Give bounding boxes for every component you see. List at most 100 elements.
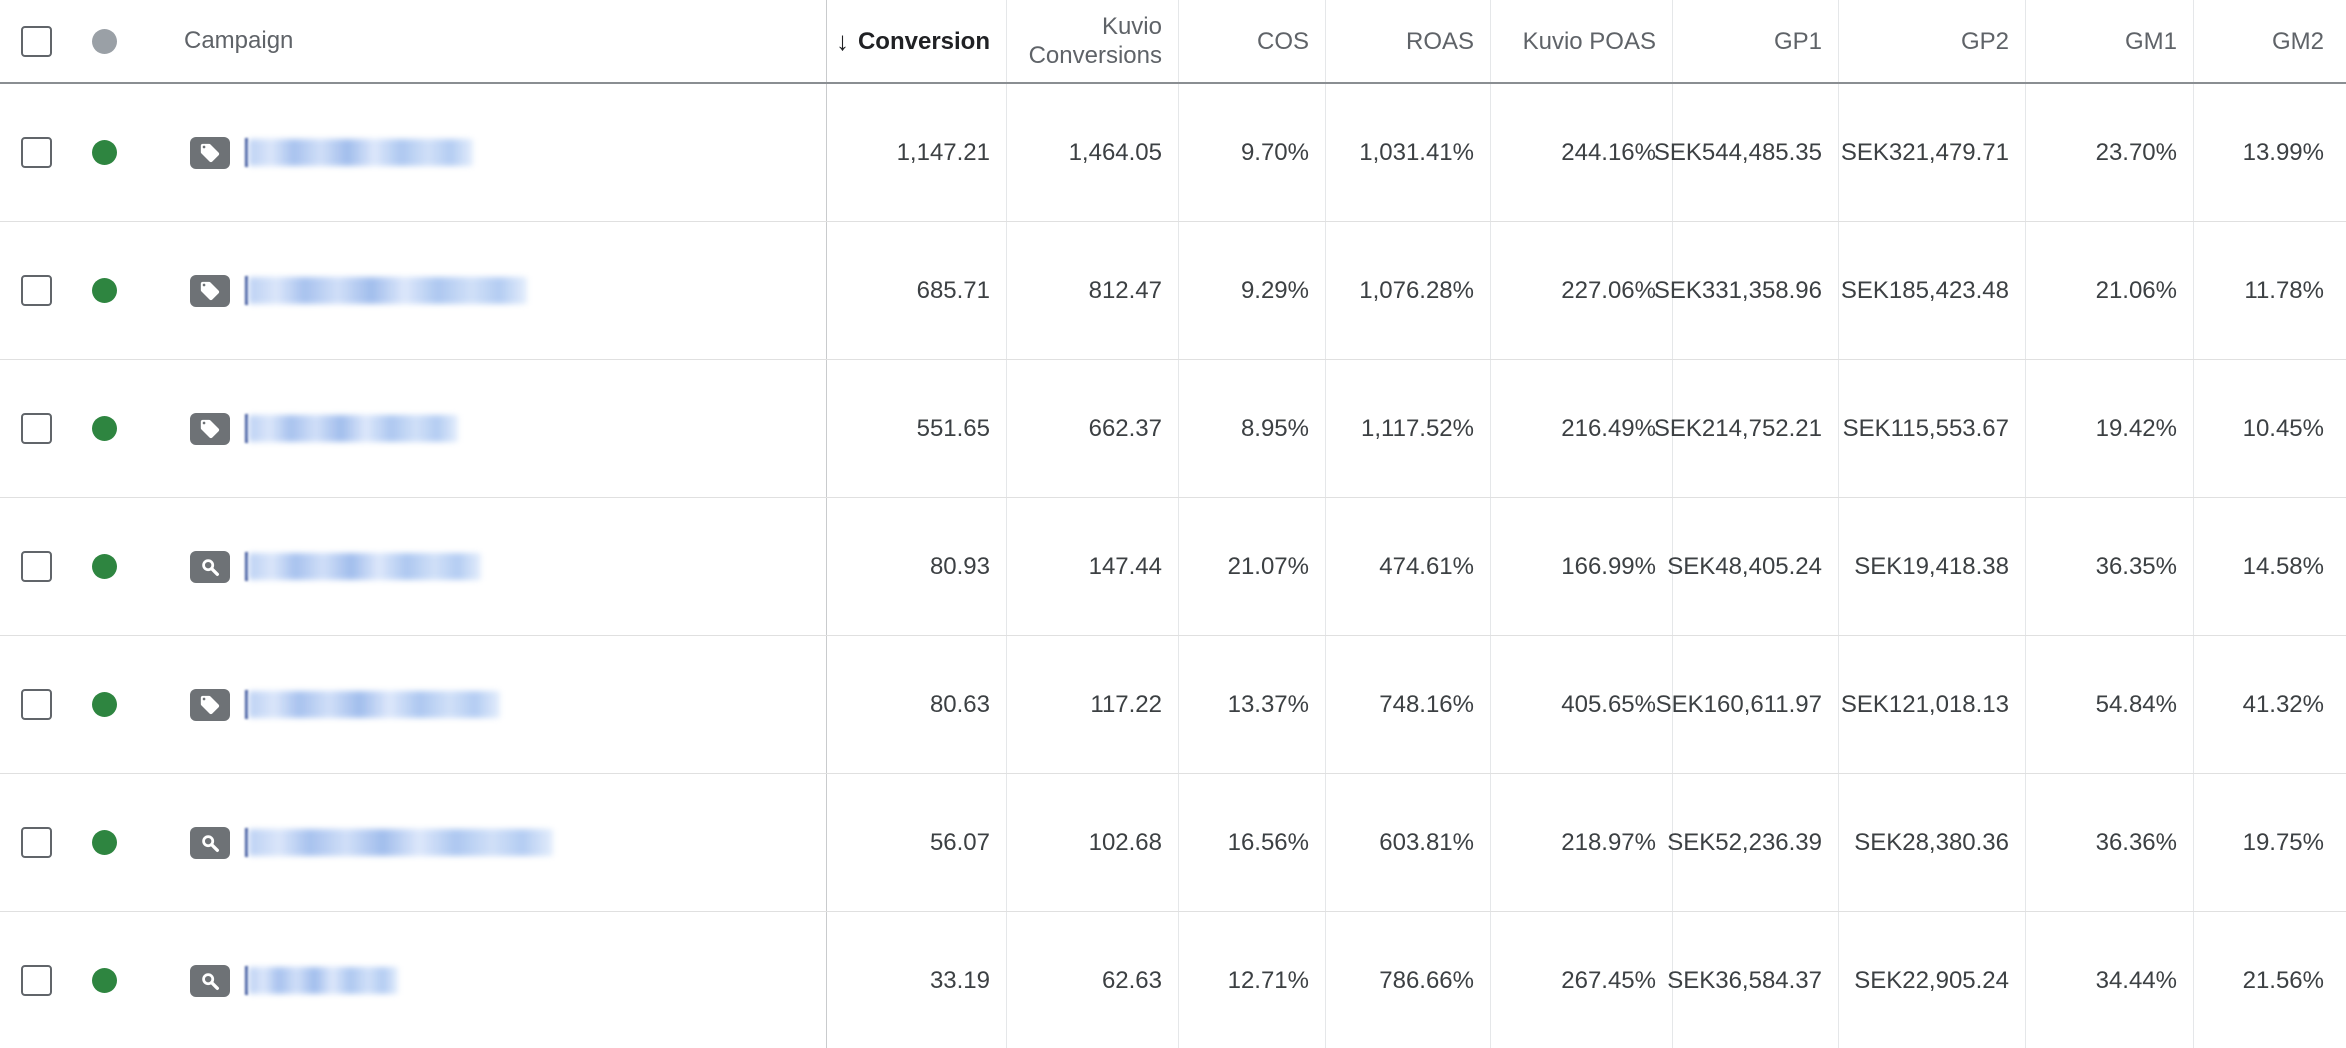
- row-checkbox[interactable]: [21, 551, 52, 582]
- cell-roas: 1,117.52%: [1326, 360, 1491, 497]
- cell-gm2: 41.32%: [2242, 690, 2324, 718]
- column-header-gm1[interactable]: GM1: [2026, 0, 2194, 82]
- cell-roas: 603.81%: [1326, 774, 1491, 911]
- cell-gp1: SEK48,405.24: [1667, 498, 1839, 635]
- cell-gp2: SEK115,553.67: [1839, 360, 2026, 497]
- status-enabled-dot[interactable]: [92, 416, 117, 441]
- campaign-name-link[interactable]: [245, 552, 481, 581]
- column-header-cos[interactable]: COS: [1179, 0, 1326, 82]
- campaign-name-link[interactable]: [245, 966, 398, 995]
- table-header: Campaign ↓ Conversion Kuvio Conversions …: [0, 0, 2346, 84]
- campaign-name-link[interactable]: [245, 276, 527, 305]
- select-all-checkbox[interactable]: [21, 25, 52, 57]
- column-header-label-campaign: Campaign: [184, 27, 294, 54]
- campaign-cell: [0, 636, 827, 773]
- campaign-name-link[interactable]: [245, 414, 458, 443]
- cell-gm1: 23.70%: [2026, 84, 2194, 221]
- campaign-name-redacted: [249, 829, 553, 856]
- cell-gm1: 36.36%: [2026, 774, 2194, 911]
- status-enabled-dot[interactable]: [92, 278, 117, 303]
- row-checkbox[interactable]: [21, 827, 52, 858]
- campaign-type-chip: [190, 964, 230, 997]
- redaction-caret: [245, 414, 248, 443]
- campaign-name-link[interactable]: [245, 690, 500, 719]
- cell-gp2: SEK28,380.36: [1839, 774, 2026, 911]
- cell-gp2: SEK185,423.48: [1839, 222, 2026, 359]
- campaign-name-redacted: [249, 139, 473, 166]
- cell-gp1: SEK160,611.97: [1656, 636, 1839, 773]
- campaign-name-link[interactable]: [245, 138, 473, 167]
- redaction-caret: [245, 690, 248, 719]
- column-header-label-gp2: GP2: [1960, 27, 2009, 55]
- campaign-cell: [0, 360, 827, 497]
- campaign-type-chip: [190, 136, 230, 169]
- column-header-label-conversion: Conversion: [857, 27, 990, 55]
- row-checkbox[interactable]: [21, 413, 52, 444]
- sort-descending-icon: ↓: [835, 26, 849, 56]
- cell-kuvio-poas: 244.16%: [1491, 84, 1673, 221]
- campaign-name-redacted: [249, 277, 527, 304]
- cell-gm1: 19.42%: [2026, 360, 2194, 497]
- campaign-cell: [0, 498, 827, 635]
- status-enabled-dot[interactable]: [92, 692, 117, 717]
- redaction-caret: [245, 552, 248, 581]
- table-body: 1,147.21 1,464.05 9.70% 1,031.41% 244.16…: [0, 84, 2346, 1048]
- column-header-gp1[interactable]: GP1: [1673, 0, 1839, 82]
- shopping-tag-icon: [200, 419, 220, 438]
- column-header-label-kuvio-poas: Kuvio POAS: [1522, 27, 1656, 55]
- row-checkbox[interactable]: [21, 137, 52, 168]
- column-header-kuvio-conversions[interactable]: Kuvio Conversions: [1007, 0, 1179, 82]
- campaign-row: 80.63 117.22 13.37% 748.16% 405.65% SEK1…: [0, 636, 2346, 774]
- status-enabled-dot[interactable]: [92, 140, 117, 165]
- cell-kuvio-conversions: 662.37: [1007, 360, 1179, 497]
- cell-cos: 9.29%: [1179, 222, 1326, 359]
- row-checkbox[interactable]: [21, 965, 52, 996]
- cell-kuvio-poas: 267.45%: [1491, 912, 1673, 1048]
- cell-roas: 748.16%: [1326, 636, 1491, 773]
- column-header-kuvio-poas[interactable]: Kuvio POAS: [1491, 0, 1673, 82]
- campaign-name-redacted: [249, 415, 458, 442]
- cell-gm2: 10.45%: [2242, 414, 2324, 442]
- cell-cos: 12.71%: [1179, 912, 1326, 1048]
- column-header-conversion[interactable]: ↓ Conversion: [827, 0, 1007, 82]
- cell-gm1: 36.35%: [2026, 498, 2194, 635]
- status-enabled-dot[interactable]: [92, 968, 117, 993]
- cell-kuvio-conversions: 812.47: [1007, 222, 1179, 359]
- cell-kuvio-poas: 218.97%: [1491, 774, 1673, 911]
- campaign-name-redacted: [249, 967, 398, 994]
- cell-gp1: SEK331,358.96: [1654, 222, 1839, 359]
- cell-cos: 21.07%: [1179, 498, 1326, 635]
- cell-kuvio-conversions: 117.22: [1007, 636, 1179, 773]
- status-enabled-dot[interactable]: [92, 554, 117, 579]
- column-header-label-gm2: GM2: [2271, 27, 2324, 55]
- cell-gp2: SEK19,418.38: [1839, 498, 2026, 635]
- cell-gm2: 13.99%: [2242, 138, 2324, 166]
- cell-roas: 474.61%: [1326, 498, 1491, 635]
- column-header-gm2[interactable]: GM2: [2194, 0, 2346, 82]
- cell-kuvio-poas: 166.99%: [1491, 498, 1673, 635]
- column-header-campaign[interactable]: Campaign: [0, 0, 827, 82]
- redaction-caret: [245, 828, 248, 857]
- cell-conversion: 1,147.21: [827, 84, 1007, 221]
- status-enabled-dot[interactable]: [92, 830, 117, 855]
- cell-gp2: SEK121,018.13: [1839, 636, 2026, 773]
- cell-gm2: 14.58%: [2242, 552, 2324, 580]
- cell-gp1: SEK214,752.21: [1654, 360, 1839, 497]
- column-header-gp2[interactable]: GP2: [1839, 0, 2026, 82]
- cell-roas: 1,076.28%: [1326, 222, 1491, 359]
- cell-conversion: 551.65: [827, 360, 1007, 497]
- search-icon: [202, 558, 219, 576]
- cell-conversion: 33.19: [827, 912, 1007, 1048]
- campaign-name-link[interactable]: [245, 828, 553, 857]
- cell-kuvio-poas: 405.65%: [1491, 636, 1673, 773]
- cell-gm1: 21.06%: [2026, 222, 2194, 359]
- column-header-roas[interactable]: ROAS: [1326, 0, 1491, 82]
- campaign-row: 33.19 62.63 12.71% 786.66% 267.45% SEK36…: [0, 912, 2346, 1048]
- cell-gp1: SEK52,236.39: [1667, 774, 1839, 911]
- status-column-icon: [92, 28, 117, 54]
- campaign-type-chip: [190, 826, 230, 859]
- row-checkbox[interactable]: [21, 689, 52, 720]
- cell-cos: 16.56%: [1179, 774, 1326, 911]
- row-checkbox[interactable]: [21, 275, 52, 306]
- campaign-type-chip: [190, 550, 230, 583]
